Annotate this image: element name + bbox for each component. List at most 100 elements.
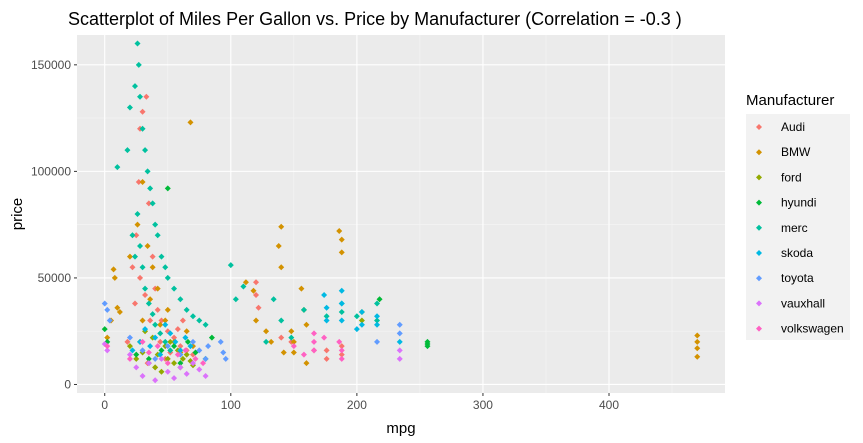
data-point	[253, 317, 260, 324]
data-point	[144, 242, 151, 249]
data-point	[162, 321, 169, 328]
data-point	[183, 351, 190, 358]
x-tick-label: 200	[347, 398, 367, 412]
data-point	[139, 338, 146, 345]
data-point	[290, 338, 297, 345]
data-point	[374, 338, 381, 345]
data-point	[142, 291, 149, 298]
data-point	[142, 285, 149, 292]
data-point	[174, 351, 181, 358]
data-point	[164, 274, 171, 281]
data-points	[101, 40, 701, 384]
data-point	[253, 279, 260, 286]
data-point	[158, 253, 165, 260]
data-point	[135, 61, 142, 68]
data-point	[134, 40, 141, 47]
data-point	[154, 232, 161, 239]
x-tick-label: 300	[473, 398, 493, 412]
data-point	[338, 236, 345, 243]
data-point	[145, 360, 152, 367]
data-point	[139, 347, 146, 354]
data-point	[205, 343, 212, 350]
x-axis-title: mpg	[386, 420, 415, 437]
data-point	[196, 347, 203, 354]
data-point	[129, 264, 136, 271]
x-tick-label: 400	[599, 398, 619, 412]
data-point	[184, 338, 191, 345]
data-point	[250, 287, 257, 294]
data-point	[290, 343, 297, 350]
legend-label: hyundi	[781, 196, 816, 210]
data-point	[134, 211, 141, 217]
legend-label: Audi	[781, 120, 805, 134]
data-point	[311, 338, 318, 345]
data-point	[300, 306, 307, 313]
data-point	[126, 253, 133, 260]
series-skoda	[129, 287, 403, 358]
legend-label: merc	[781, 221, 808, 235]
legend-label: ford	[781, 170, 802, 184]
plot-panel	[77, 35, 725, 393]
data-point	[376, 296, 383, 303]
data-point	[177, 296, 184, 303]
data-point	[154, 343, 161, 350]
data-point	[164, 360, 171, 367]
legend-marker	[756, 174, 762, 181]
data-point	[424, 343, 431, 350]
data-point	[187, 343, 194, 350]
legend-title: Manufacturer	[746, 92, 834, 109]
data-point	[129, 347, 136, 354]
data-point	[135, 179, 142, 186]
data-point	[177, 347, 184, 354]
data-point	[179, 317, 186, 324]
data-point	[182, 347, 189, 354]
data-point	[171, 285, 178, 292]
data-point	[162, 338, 169, 345]
data-point	[242, 279, 249, 286]
data-point	[152, 355, 159, 362]
data-point	[177, 360, 184, 367]
data-point	[133, 232, 140, 239]
data-point	[694, 332, 701, 339]
data-point	[396, 338, 403, 345]
data-point	[101, 326, 108, 333]
data-point	[323, 317, 330, 324]
data-point	[126, 343, 133, 350]
legend-marker	[756, 325, 762, 332]
data-point	[263, 338, 270, 345]
data-point	[167, 330, 174, 337]
data-point	[227, 262, 234, 269]
data-point	[171, 375, 178, 382]
data-point	[396, 321, 403, 328]
data-point	[358, 321, 365, 328]
y-tick-label: 0	[64, 377, 71, 391]
data-point	[139, 125, 146, 132]
data-point	[144, 168, 151, 175]
data-point	[142, 326, 149, 333]
legend-marker	[756, 124, 762, 130]
data-point	[694, 338, 701, 345]
data-point	[336, 228, 343, 235]
data-point	[208, 334, 215, 341]
chart-title: Scatterplot of Miles Per Gallon vs. Pric…	[68, 9, 682, 29]
data-point	[152, 221, 159, 228]
data-point	[145, 200, 152, 207]
data-point	[187, 119, 194, 126]
legend-marker	[756, 275, 762, 282]
data-point	[167, 338, 174, 345]
data-point	[311, 330, 318, 337]
data-point	[174, 326, 181, 333]
data-point	[323, 304, 330, 311]
data-point	[232, 296, 239, 303]
legend-marker	[756, 149, 762, 156]
legend: Manufacturer Audi BMW ford hyundi merc skoda t…	[746, 92, 850, 340]
data-point	[158, 347, 165, 354]
data-point	[202, 321, 209, 328]
y-axis-ticks: 0 50000 100000 150000	[31, 58, 77, 391]
data-point	[183, 370, 190, 377]
data-point	[338, 343, 345, 350]
data-point	[143, 93, 150, 100]
data-point	[338, 355, 345, 362]
data-point	[196, 366, 203, 373]
